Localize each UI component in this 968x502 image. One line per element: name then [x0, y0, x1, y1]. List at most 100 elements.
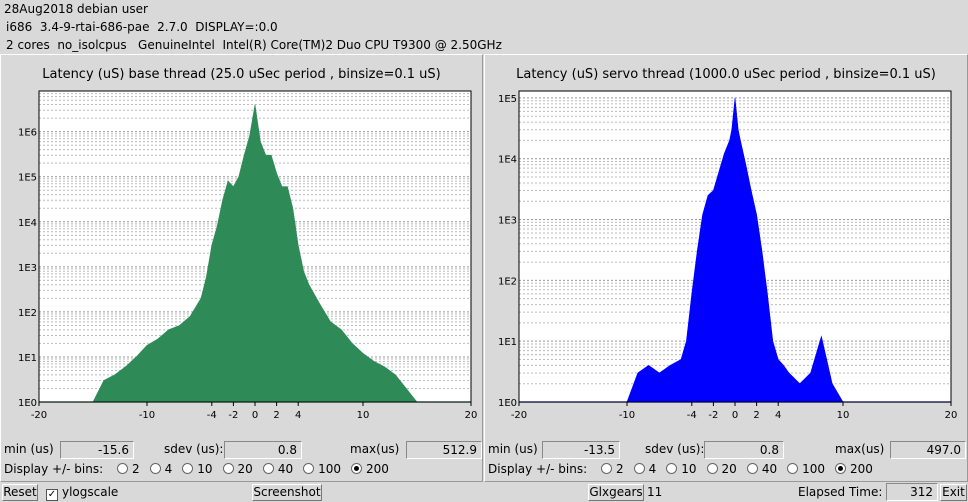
base-bins-option[interactable]: 40 [262, 462, 294, 476]
radio-icon [666, 463, 678, 474]
radio-icon [262, 463, 274, 474]
x-tick-label: -4 [207, 410, 217, 421]
servo-bins-label: Display +/- bins: [488, 462, 588, 476]
y-tick-label: 1E2 [18, 308, 37, 319]
base-chart-title: Latency (uS) base thread (25.0 uSec peri… [42, 67, 441, 82]
base-bins-option-label: 4 [164, 462, 173, 476]
y-tick-label: 1E3 [498, 216, 517, 227]
servo-histogram-area [519, 97, 951, 403]
y-tick-label: 1E0 [498, 398, 517, 409]
base-sdev-label: sdev (us): [164, 442, 224, 456]
x-tick-label: -20 [31, 410, 47, 421]
glxgears-count: 11 [647, 485, 663, 499]
servo-bins-option-label: 4 [648, 462, 657, 476]
servo-min-value: -13.5 [542, 441, 620, 459]
exit-button[interactable]: Exit [940, 484, 967, 501]
base-bins-option[interactable]: 4 [149, 462, 173, 476]
x-tick-label: 0 [732, 410, 738, 421]
base-bins-option[interactable]: 100 [303, 462, 341, 476]
base-bins-option[interactable]: 2 [116, 462, 140, 476]
servo-bins-option[interactable]: 200 [835, 462, 873, 476]
header-kernel-info: i686 3.4-9-rtai-686-pae 2.7.0 DISPLAY=:0… [6, 20, 278, 34]
servo-bins-option[interactable]: 40 [746, 462, 778, 476]
radio-icon [222, 463, 234, 474]
servo-bins-option-label: 10 [681, 462, 697, 476]
base-bins-option[interactable]: 20 [222, 462, 253, 476]
x-tick-label: 4 [295, 410, 301, 421]
base-max-label: max(us) [350, 442, 400, 456]
servo-bins-option[interactable]: 100 [787, 462, 825, 476]
x-tick-label: 20 [465, 410, 478, 421]
x-tick-label: -10 [619, 410, 635, 421]
base-bins-option-label: 200 [366, 462, 389, 476]
base-histogram-area [39, 104, 471, 403]
x-tick-label: 4 [775, 410, 781, 421]
servo-bins-option[interactable]: 2 [600, 462, 624, 476]
servo-sdev-label: sdev (us): [645, 442, 705, 456]
servo-max-label: max(us) [835, 442, 885, 456]
reset-button[interactable]: Reset [2, 484, 38, 501]
servo-min-label: min (us) [488, 442, 538, 456]
x-tick-label: -2 [228, 410, 238, 421]
header-cpu-info: 2 cores no_isolcpus GenuineIntel Intel(R… [6, 38, 502, 52]
glxgears-button[interactable]: Glxgears [588, 484, 644, 501]
screenshot-button[interactable]: Screenshot [252, 484, 322, 501]
x-tick-label: 2 [753, 410, 759, 421]
servo-bins-option-label: 2 [615, 462, 624, 476]
base-bins-row: Display +/- bins: 2 4 10 20 40 100 200 [4, 462, 389, 476]
servo-bins-row: Display +/- bins: 2 4 10 20 40 100 200 [488, 462, 873, 476]
servo-bins-option-label: 100 [802, 462, 825, 476]
base-bins-option-label: 40 [277, 462, 294, 476]
servo-bins-option[interactable]: 4 [633, 462, 657, 476]
base-bins-option[interactable]: 200 [351, 462, 389, 476]
x-tick-label: 0 [252, 410, 258, 421]
x-tick-label: -10 [139, 410, 155, 421]
y-tick-label: 1E6 [18, 128, 37, 139]
y-tick-label: 1E5 [498, 94, 517, 105]
radio-icon [182, 463, 194, 474]
y-tick-label: 1E1 [498, 337, 517, 348]
base-max-value: 512.9 [406, 441, 482, 459]
y-tick-label: 1E0 [18, 398, 37, 409]
elapsed-time-value: 312 [886, 483, 938, 501]
servo-sdev-value: 0.8 [704, 441, 784, 459]
servo-bins-option[interactable]: 20 [706, 462, 737, 476]
radio-icon [706, 463, 718, 474]
base-min-label: min (us) [4, 442, 54, 456]
radio-icon [835, 463, 846, 474]
radio-icon [116, 463, 128, 474]
base-sdev-value: 0.8 [224, 441, 302, 459]
base-bins-option-label: 20 [237, 462, 253, 476]
base-bins-option-label: 2 [131, 462, 140, 476]
elapsed-time-label: Elapsed Time: [798, 485, 883, 499]
radio-icon [787, 463, 799, 474]
servo-max-value: 497.0 [890, 441, 966, 459]
y-tick-label: 1E2 [498, 276, 517, 287]
radio-icon [600, 463, 612, 474]
servo-bins-option-label: 200 [850, 462, 873, 476]
x-tick-label: -2 [708, 410, 718, 421]
y-tick-label: 1E1 [18, 353, 37, 364]
radio-icon [149, 463, 161, 474]
header-date-user: 28Aug2018 debian user [4, 2, 148, 16]
base-bins-option-label: 10 [197, 462, 213, 476]
radio-icon [351, 463, 362, 474]
ylogscale-label: ylogscale [62, 485, 119, 499]
radio-icon [746, 463, 758, 474]
servo-bins-option-label: 40 [761, 462, 778, 476]
x-tick-label: 20 [945, 410, 958, 421]
ylogscale-checkbox[interactable]: ✓ ylogscale [46, 485, 118, 501]
base-bins-option-label: 100 [318, 462, 341, 476]
servo-bins-option[interactable]: 10 [666, 462, 697, 476]
x-tick-label: 10 [837, 410, 850, 421]
x-tick-label: 2 [273, 410, 279, 421]
x-tick-label: 10 [357, 410, 370, 421]
y-tick-label: 1E3 [18, 263, 37, 274]
base-min-value: -15.6 [60, 441, 134, 459]
y-tick-label: 1E4 [498, 155, 517, 166]
servo-chart-title: Latency (uS) servo thread (1000.0 uSec p… [516, 67, 936, 82]
base-bins-option[interactable]: 10 [182, 462, 213, 476]
radio-icon [303, 463, 315, 474]
